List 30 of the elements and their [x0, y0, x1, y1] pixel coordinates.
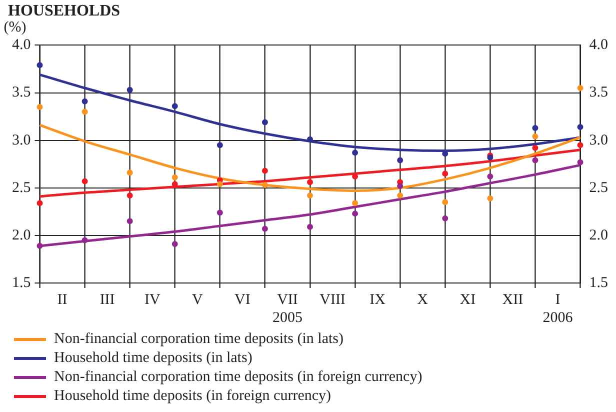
y-tick-label: 1.5: [12, 274, 31, 291]
y2-tick-label: 2.5: [589, 180, 608, 196]
y2-tick-label: 2.0: [589, 227, 608, 244]
legend-label: Household time deposits (in lats): [54, 349, 252, 368]
y2-tick-label: 1.5: [589, 274, 608, 291]
y2-tick-label: 3.5: [589, 84, 608, 101]
x-tick-label: XI: [460, 292, 476, 308]
y-axis-title: (%): [4, 20, 26, 36]
x-tick-label: III: [100, 292, 115, 308]
y-tick-label: 2.0: [12, 227, 31, 244]
y-tick-label: 3.0: [12, 132, 31, 148]
x-tick-label: I 2006: [542, 292, 574, 326]
x-tick-label: V: [192, 292, 203, 308]
x-tick-label: XII: [502, 292, 524, 308]
x-tick-label: VII 2005: [272, 292, 302, 326]
x-tick-label: X: [417, 292, 428, 308]
y2-tick-label: 4.0: [589, 37, 608, 54]
x-tick-label: IV: [144, 292, 160, 308]
y-tick-label: 4.0: [12, 37, 31, 54]
legend-label: Household time deposits (in foreign currency): [54, 387, 332, 406]
legend-label: Non-financial corporation time deposits (in foreign currency): [54, 368, 422, 387]
y2-tick-label: 3.0: [589, 132, 608, 148]
legend-label: Non-financial corporation time deposits (in lats): [54, 330, 344, 349]
x-tick-label: IX: [370, 292, 386, 308]
x-tick-label: VIII: [320, 292, 346, 308]
chart-title: HOUSEHOLDS: [8, 2, 120, 20]
y-tick-label: 3.5: [12, 84, 31, 101]
x-tick-label: II: [57, 292, 68, 308]
y-tick-label: 2.5: [12, 180, 31, 196]
x-tick-label: VI: [234, 292, 250, 308]
